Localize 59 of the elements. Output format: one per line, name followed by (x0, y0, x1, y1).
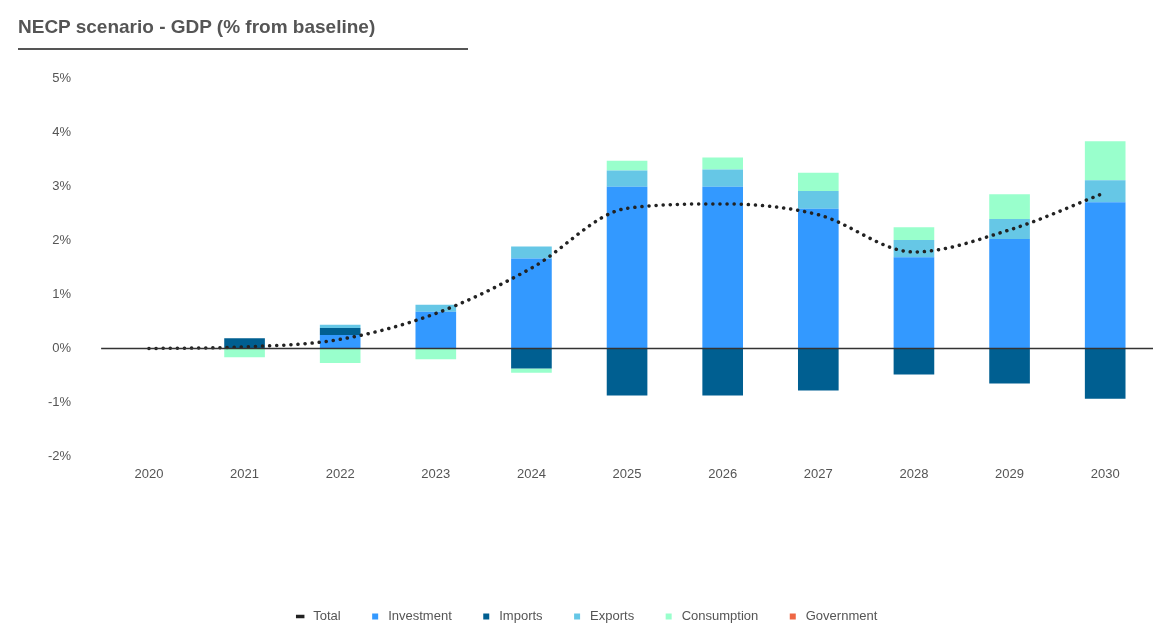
x-tick-label: 2028 (899, 465, 929, 481)
legend-label: Investment (388, 608, 453, 624)
bar (989, 194, 1030, 220)
legend-label: Imports (499, 608, 544, 624)
bar (893, 348, 935, 375)
bar (319, 348, 361, 364)
x-tick-label: 2026 (708, 465, 738, 481)
bar (1084, 141, 1126, 181)
bar (415, 311, 457, 349)
y-tick-label: 5% (52, 70, 72, 86)
bar (702, 157, 744, 170)
bar (1084, 180, 1126, 203)
bar (606, 160, 648, 171)
x-tick-label: 2024 (516, 465, 546, 481)
y-tick-label: 3% (52, 178, 72, 194)
y-tick-label: 0% (52, 340, 72, 356)
bar (989, 239, 1030, 349)
y-tick-label: 4% (52, 124, 72, 140)
y-tick-label: -1% (47, 394, 72, 410)
x-tick-label: 2030 (1090, 465, 1120, 481)
y-tick-label: 2% (52, 232, 72, 248)
bar (319, 328, 361, 336)
bar (606, 186, 648, 349)
bar (511, 368, 552, 373)
bar (415, 348, 457, 360)
x-tick-label: 2022 (325, 465, 355, 481)
legend-label: Exports (590, 608, 635, 624)
bar (319, 324, 361, 329)
legend-label: Government (805, 608, 878, 624)
legend-label: Consumption (681, 608, 759, 624)
x-tick-label: 2020 (134, 465, 164, 481)
x-tick-label: 2023 (421, 465, 451, 481)
bar (702, 348, 744, 396)
bar (606, 348, 648, 396)
bar (893, 257, 935, 349)
bar (989, 348, 1030, 384)
x-tick-label: 2021 (230, 465, 260, 481)
bar (797, 208, 839, 349)
bar (1084, 202, 1126, 349)
bar (511, 246, 552, 259)
x-tick-label: 2025 (612, 465, 642, 481)
bar (797, 348, 839, 391)
bar (415, 304, 457, 312)
legend-label: Total (313, 608, 341, 624)
y-tick-label: -2% (47, 447, 72, 463)
x-tick-label: 2027 (803, 465, 833, 481)
chart-title: NECP scenario - GDP (% from baseline) (18, 15, 376, 37)
x-tick-label: 2029 (995, 465, 1025, 481)
bar (606, 170, 648, 187)
bar (893, 227, 935, 241)
bar (511, 348, 552, 369)
bar (797, 172, 839, 191)
bar (511, 258, 552, 349)
bar (702, 169, 744, 187)
bar (1084, 348, 1126, 399)
bar (989, 219, 1030, 240)
bar (797, 191, 839, 209)
bar (702, 186, 744, 349)
y-tick-label: 1% (52, 286, 72, 302)
